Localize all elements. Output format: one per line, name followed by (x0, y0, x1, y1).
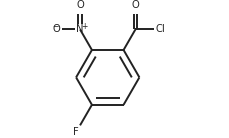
Text: N: N (76, 24, 83, 34)
Text: O: O (52, 24, 60, 34)
Text: O: O (131, 0, 139, 10)
Text: +: + (80, 22, 87, 31)
Text: −: − (52, 22, 59, 31)
Text: F: F (73, 127, 78, 137)
Text: Cl: Cl (155, 24, 164, 34)
Text: O: O (76, 0, 84, 10)
